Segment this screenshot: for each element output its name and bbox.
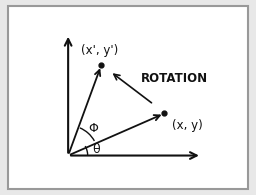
Text: Φ: Φ <box>88 122 98 135</box>
Text: ROTATION: ROTATION <box>141 73 208 85</box>
Text: θ: θ <box>92 143 100 156</box>
Text: (x', y'): (x', y') <box>81 44 118 57</box>
Text: (x, y): (x, y) <box>172 119 202 132</box>
